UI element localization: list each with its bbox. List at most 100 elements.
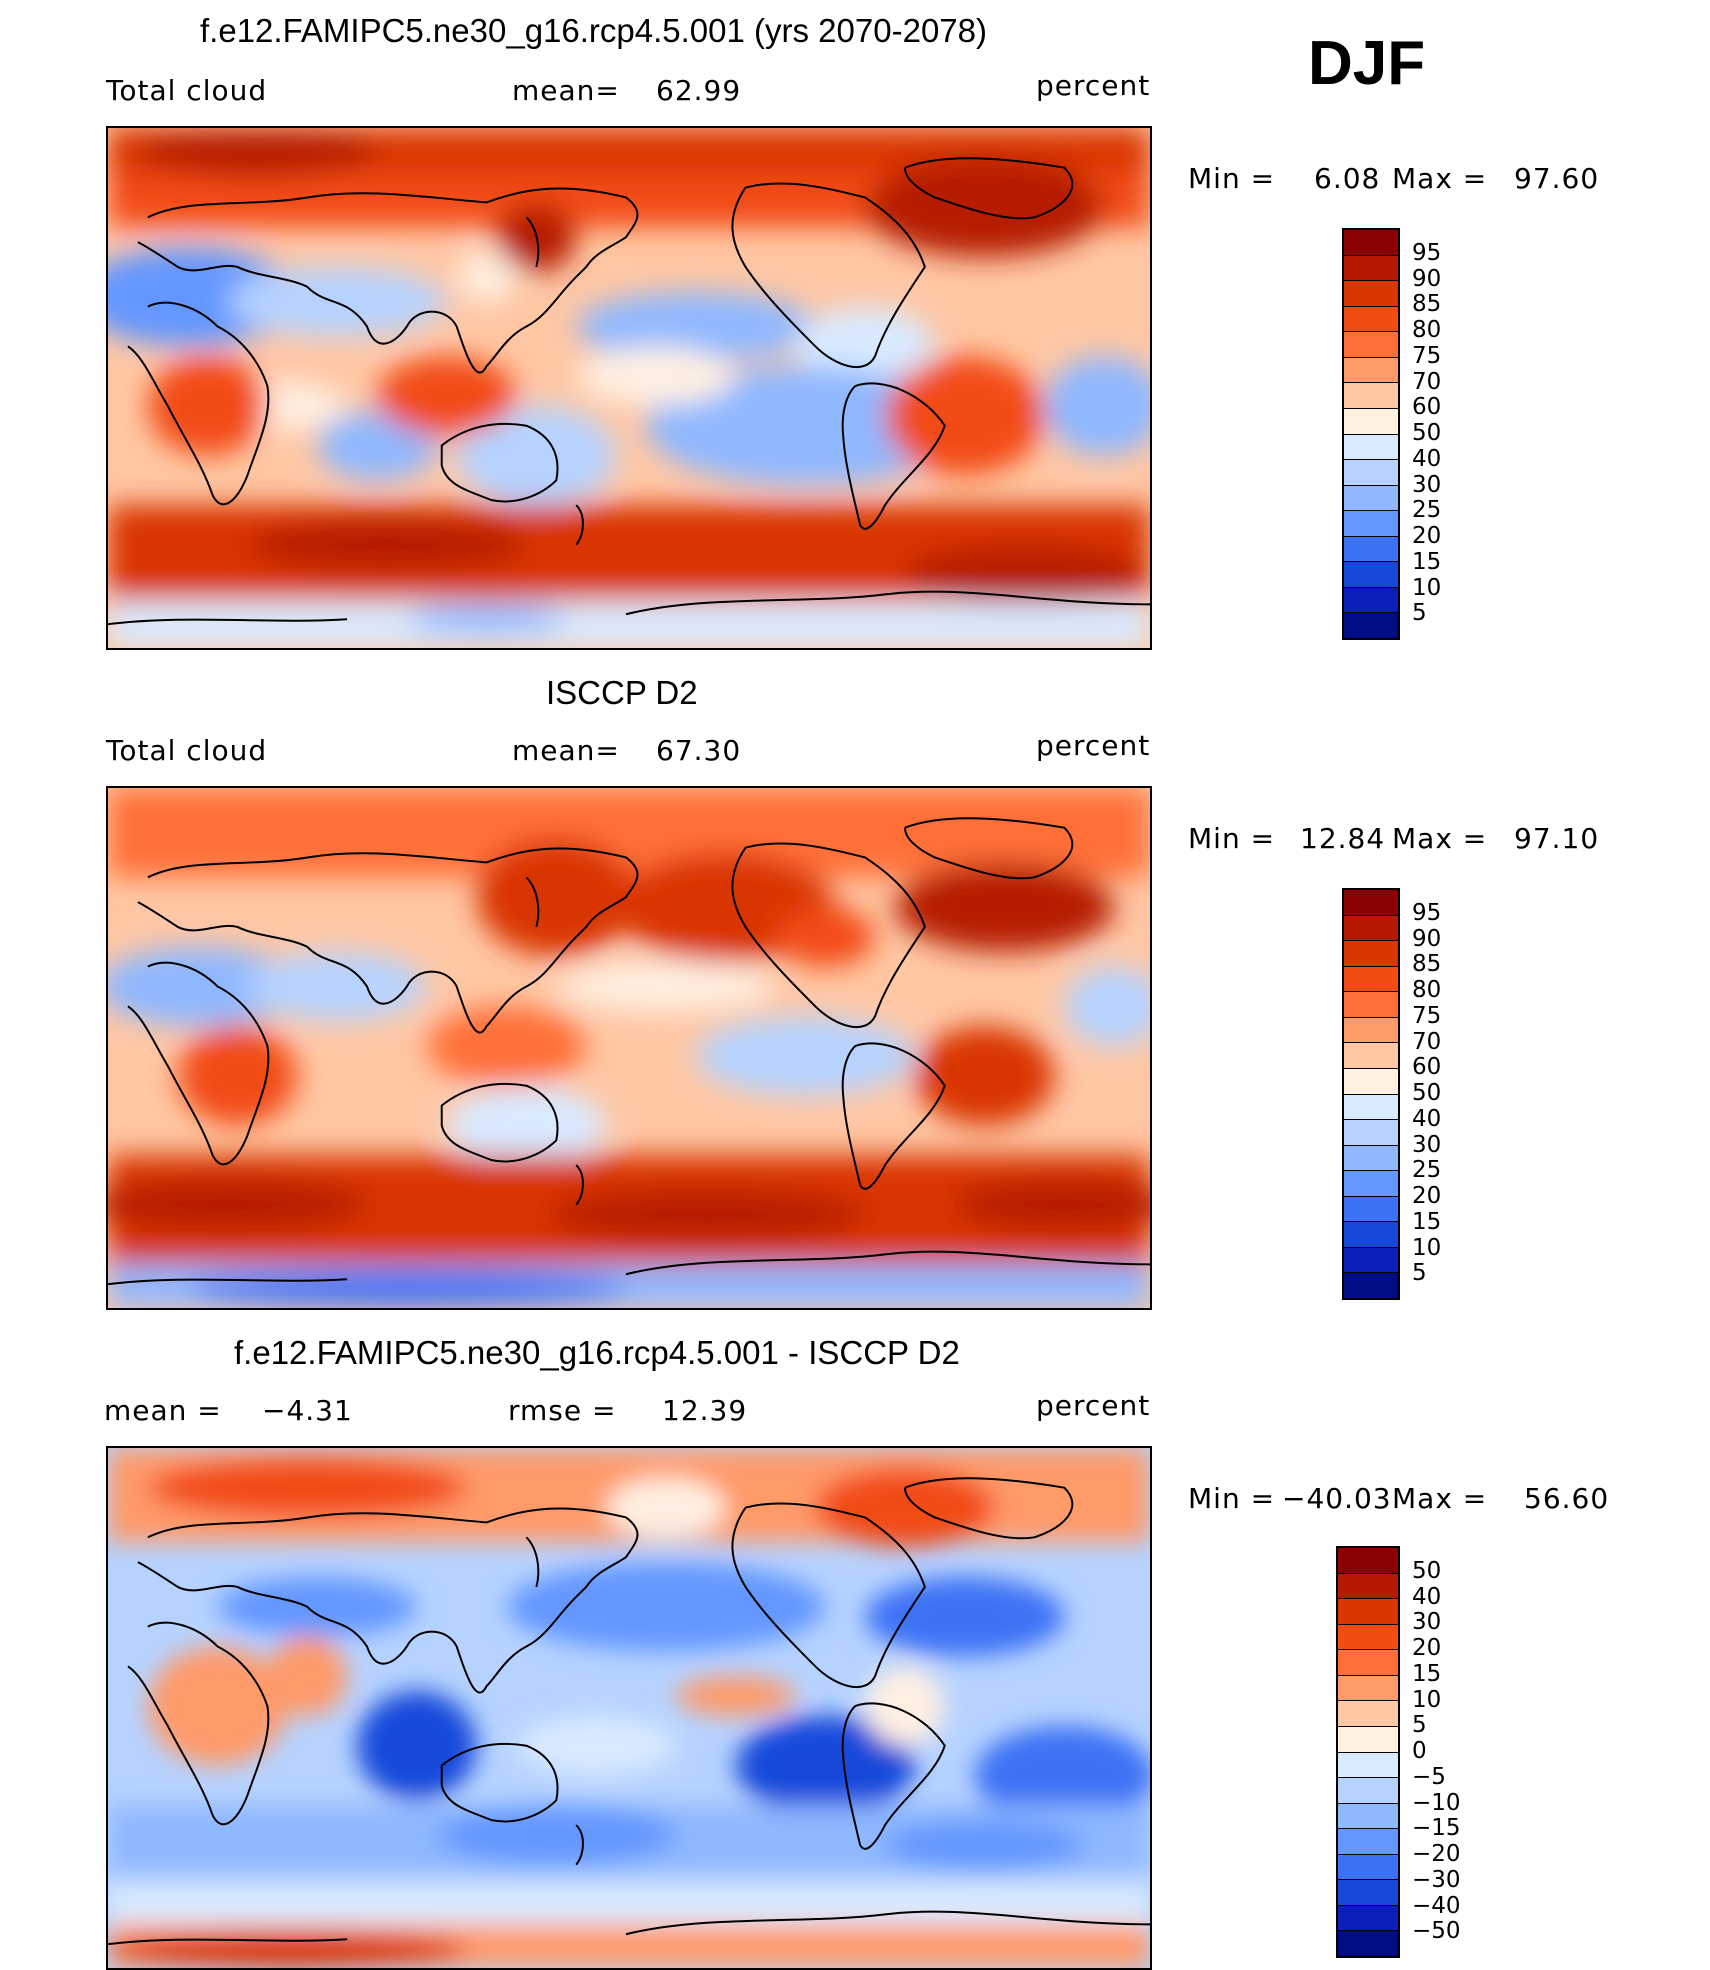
- colorbar-swatch: [1344, 1068, 1398, 1095]
- colorbar-swatch: [1338, 1701, 1398, 1727]
- colorbar-level-label: −50: [1412, 1918, 1461, 1945]
- colorbar-level-label: 90: [1412, 265, 1442, 292]
- colorbar-level-label: 50: [1412, 1557, 1442, 1584]
- panel-3-rmse-label: rmse =: [508, 1394, 617, 1427]
- colorbar-swatch: [1344, 890, 1398, 916]
- colorbar-swatch: [1344, 1120, 1398, 1146]
- colorbar-level-label: 90: [1412, 925, 1442, 952]
- panel-3-mean-label: mean =: [104, 1394, 222, 1427]
- colorbar-swatch: [1338, 1726, 1398, 1753]
- colorbar-swatch: [1344, 511, 1398, 537]
- panel-2-colorbar: [1342, 888, 1400, 1300]
- panel-1-max-label: Max =: [1392, 162, 1488, 195]
- colorbar-level-label: 15: [1412, 548, 1442, 575]
- colorbar-level-label: −30: [1412, 1866, 1461, 1893]
- colorbar-level-label: 30: [1412, 1609, 1442, 1636]
- colorbar-swatch: [1338, 1675, 1398, 1702]
- colorbar-swatch: [1344, 434, 1398, 461]
- colorbar-level-label: 60: [1412, 1054, 1442, 1081]
- colorbar-swatch: [1338, 1905, 1398, 1932]
- colorbar-swatch: [1344, 1043, 1398, 1069]
- panel-1-coastlines: [108, 157, 1150, 626]
- colorbar-swatch: [1344, 1273, 1398, 1298]
- colorbar-level-label: 75: [1412, 1002, 1442, 1029]
- colorbar-swatch: [1344, 562, 1398, 588]
- colorbar-swatch: [1338, 1650, 1398, 1676]
- colorbar-level-label: 30: [1412, 1131, 1442, 1158]
- panel-3-title: f.e12.FAMIPC5.ne30_g16.rcp4.5.001 - ISCC…: [234, 1334, 960, 1371]
- colorbar-swatch: [1338, 1573, 1398, 1600]
- panel-2-max-value: 97.10: [1514, 822, 1600, 855]
- colorbar-swatch: [1344, 332, 1398, 358]
- colorbar-swatch: [1338, 1599, 1398, 1625]
- panel-2-variable-label: Total cloud: [106, 734, 268, 767]
- colorbar-swatch: [1344, 915, 1398, 942]
- colorbar-level-label: 85: [1412, 951, 1442, 978]
- colorbar-swatch: [1344, 460, 1398, 486]
- colorbar-level-label: 50: [1412, 1080, 1442, 1106]
- panel-2-map-svg: [108, 788, 1150, 1308]
- colorbar-swatch: [1344, 383, 1398, 409]
- panel-1-map-svg: [108, 128, 1150, 648]
- panel-3-mean-value: −4.31: [262, 1394, 353, 1427]
- colorbar-level-label: 40: [1412, 445, 1442, 472]
- colorbar-level-label: −10: [1412, 1789, 1461, 1816]
- panel-1-variable-label: Total cloud: [106, 74, 268, 107]
- colorbar-swatch: [1344, 408, 1398, 435]
- panel-1-mean-label: mean=: [512, 74, 620, 107]
- colorbar-swatch: [1338, 1548, 1398, 1574]
- colorbar-level-label: 70: [1412, 1028, 1442, 1055]
- colorbar-swatch: [1338, 1803, 1398, 1830]
- colorbar-swatch: [1338, 1829, 1398, 1855]
- panel-3-min-value: −40.03: [1282, 1482, 1392, 1515]
- colorbar-level-label: 20: [1412, 1183, 1442, 1209]
- panel-2-min-value: 12.84: [1300, 822, 1386, 855]
- colorbar-level-label: 25: [1412, 1157, 1442, 1184]
- colorbar-level-label: 20: [1412, 1635, 1442, 1661]
- panel-3-map: [106, 1446, 1152, 1970]
- colorbar-swatch: [1344, 1247, 1398, 1274]
- colorbar-level-label: 85: [1412, 291, 1442, 318]
- colorbar-swatch: [1344, 966, 1398, 993]
- panel-1-units: percent: [1036, 69, 1151, 102]
- colorbar-level-label: 0: [1412, 1738, 1427, 1764]
- colorbar-swatch: [1344, 485, 1398, 512]
- colorbar-swatch: [1344, 613, 1398, 638]
- panel-2-mean-label: mean=: [512, 734, 620, 767]
- colorbar-level-label: −20: [1412, 1841, 1461, 1867]
- colorbar-level-label: 10: [1412, 574, 1442, 601]
- colorbar-level-label: 25: [1412, 497, 1442, 524]
- colorbar-swatch: [1344, 255, 1398, 282]
- colorbar-level-label: 15: [1412, 1660, 1442, 1687]
- panel-1-max-value: 97.60: [1514, 162, 1600, 195]
- panel-1-colorbar: [1342, 228, 1400, 640]
- panel-1-mean-value: 62.99: [656, 74, 742, 107]
- panel-3-max-label: Max =: [1392, 1482, 1488, 1515]
- panel-2-coastlines: [108, 817, 1150, 1286]
- colorbar-swatch: [1344, 281, 1398, 307]
- panel-2-max-label: Max =: [1392, 822, 1488, 855]
- colorbar-swatch: [1344, 306, 1398, 333]
- colorbar-level-label: 40: [1412, 1105, 1442, 1132]
- colorbar-level-label: 80: [1412, 977, 1442, 1003]
- panel-3-units: percent: [1036, 1389, 1151, 1422]
- colorbar-swatch: [1344, 1017, 1398, 1044]
- colorbar-swatch: [1344, 1171, 1398, 1197]
- panel-3-coastlines: [108, 1477, 1150, 1946]
- colorbar-level-label: 30: [1412, 471, 1442, 498]
- colorbar-swatch: [1344, 1196, 1398, 1223]
- colorbar-level-label: 20: [1412, 523, 1442, 549]
- colorbar-level-label: 60: [1412, 394, 1442, 421]
- panel-2-min-label: Min =: [1188, 822, 1276, 855]
- colorbar-level-label: 10: [1412, 1686, 1442, 1713]
- colorbar-level-label: −15: [1412, 1815, 1461, 1842]
- colorbar-swatch: [1338, 1931, 1398, 1956]
- colorbar-level-label: 40: [1412, 1583, 1442, 1610]
- colorbar-level-label: 15: [1412, 1208, 1442, 1235]
- colorbar-swatch: [1344, 1145, 1398, 1172]
- colorbar-swatch: [1344, 536, 1398, 563]
- panel-1-title: f.e12.FAMIPC5.ne30_g16.rcp4.5.001 (yrs 2…: [200, 12, 987, 49]
- panel-1-min-value: 6.08: [1314, 162, 1381, 195]
- colorbar-swatch: [1338, 1624, 1398, 1651]
- colorbar-level-label: 95: [1412, 899, 1442, 926]
